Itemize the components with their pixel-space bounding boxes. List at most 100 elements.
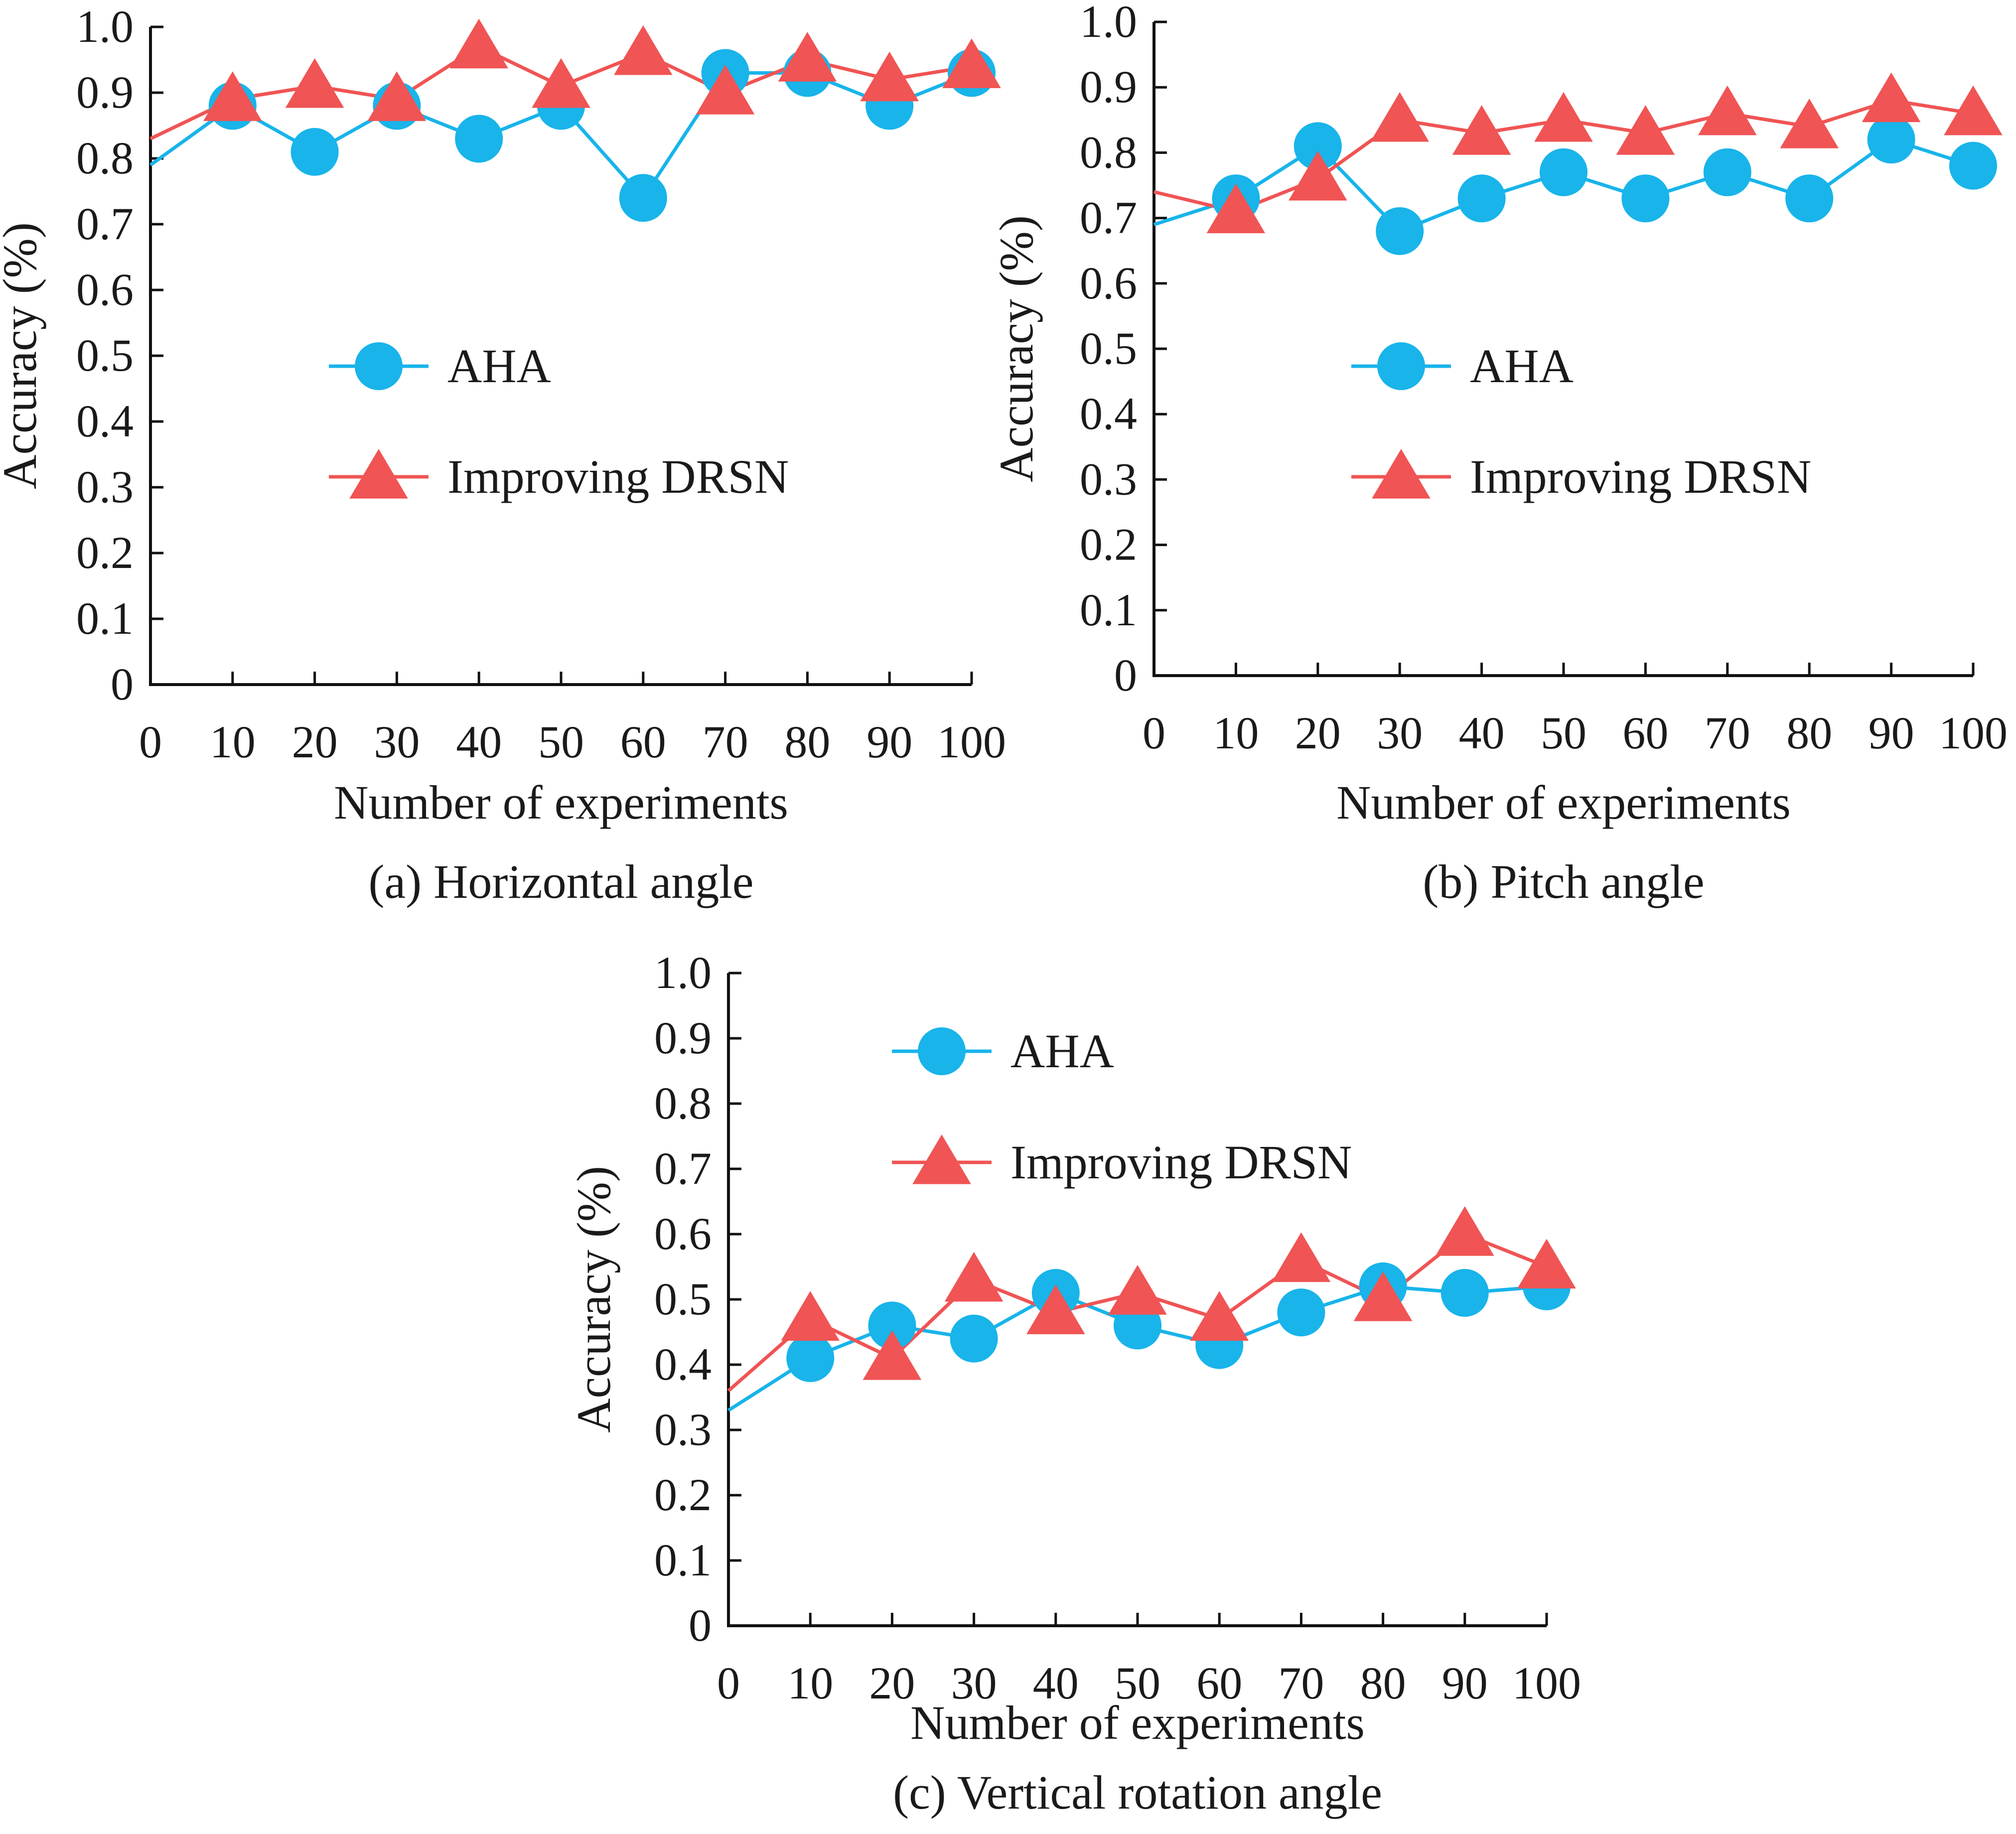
legend-label-improving-drsn: Improving DRSN [447, 450, 789, 503]
x-tick-label: 10 [210, 716, 256, 767]
data-point-aha [619, 174, 667, 222]
data-point-improving-drsn [1517, 1239, 1576, 1289]
x-tick-label: 60 [1196, 1658, 1242, 1708]
x-tick-label: 50 [1115, 1658, 1160, 1708]
data-point-aha [455, 115, 503, 163]
data-point-improving-drsn [942, 38, 1001, 88]
legend-item-improving-drsn: Improving DRSN [892, 1134, 1352, 1189]
x-tick-label: 50 [1541, 707, 1586, 758]
x-tick-label: 70 [1278, 1658, 1324, 1708]
data-point-improving-drsn [863, 1330, 922, 1380]
y-tick-label: 0.9 [1080, 61, 1137, 112]
y-tick-label: 0.2 [654, 1469, 712, 1520]
y-tick-label: 0.9 [654, 1012, 712, 1063]
data-point-aha [1376, 207, 1424, 255]
legend: AHA Improving DRSN [892, 1024, 1352, 1189]
x-tick-label: 10 [1213, 707, 1259, 758]
legend: AHA Improving DRSN [329, 339, 789, 503]
y-axis-label: Accuracy (%) [567, 1166, 620, 1433]
series-layer [727, 1206, 1576, 1412]
data-point-improving-drsn [532, 58, 590, 108]
data-point-improving-drsn [614, 25, 673, 75]
legend-marker-improving-drsn [1372, 449, 1431, 499]
legend-item-aha: AHA [329, 339, 551, 393]
y-tick-label: 0.5 [654, 1273, 712, 1324]
y-tick-label: 0.6 [1080, 258, 1137, 308]
x-tick-label: 90 [866, 716, 912, 767]
legend-label-improving-drsn: Improving DRSN [1470, 450, 1811, 503]
y-tick-label: 0.1 [1080, 584, 1137, 635]
data-point-improving-drsn [1108, 1265, 1167, 1315]
y-tick-label: 0.1 [654, 1535, 712, 1585]
data-point-aha [1457, 174, 1506, 223]
panel-b: 0 0.1 0.2 0.3 0.4 0.5 0.6 0.7 0.8 0.9 1.0 0 10 20 30 40… [990, 0, 2008, 908]
x-tick-label: 90 [1869, 707, 1914, 758]
legend-label-improving-drsn: Improving DRSN [1010, 1135, 1352, 1189]
y-tick-label: 0.2 [76, 527, 134, 578]
legend-item-aha: AHA [1351, 339, 1574, 393]
y-tick-label: 1.0 [654, 947, 712, 998]
y-tick-label: 0.4 [1080, 388, 1137, 439]
data-point-aha [1621, 174, 1670, 223]
legend-marker-improving-drsn [912, 1134, 971, 1184]
data-point-aha [1440, 1269, 1489, 1317]
data-point-improving-drsn [1452, 105, 1511, 155]
panel-caption: (b) Pitch angle [1423, 855, 1704, 908]
y-tick-label: 0.4 [654, 1339, 712, 1390]
data-point-improving-drsn [1436, 1206, 1494, 1256]
data-point-improving-drsn [1534, 92, 1593, 142]
panel-a: 0 0.1 0.2 0.3 0.4 0.5 0.6 0.7 0.8 0.9 1.0 0 10 20 30 40… [0, 1, 1006, 908]
data-point-aha [290, 128, 339, 176]
axes: 0 0.1 0.2 0.3 0.4 0.5 0.6 0.7 0.8 0.9 1.0 0 10 20 30 40… [76, 1, 1006, 767]
data-point-improving-drsn [285, 58, 344, 108]
data-point-improving-drsn [781, 1291, 840, 1341]
x-tick-label: 20 [292, 716, 338, 767]
x-tick-label: 100 [937, 716, 1006, 767]
y-axis-label: Accuracy (%) [0, 222, 46, 489]
axes: 0 0.1 0.2 0.3 0.4 0.5 0.6 0.7 0.8 0.9 1.0 0 10 20 30 40… [1080, 0, 2008, 758]
legend-marker-aha [1377, 342, 1425, 390]
data-point-improving-drsn [1698, 85, 1757, 136]
x-tick-label: 80 [1786, 707, 1832, 758]
axes: 0 0.1 0.2 0.3 0.4 0.5 0.6 0.7 0.8 0.9 1.0 0 10 20 30 40… [654, 947, 1581, 1708]
x-tick-label: 60 [620, 716, 666, 767]
data-point-improving-drsn [1944, 85, 2003, 136]
x-tick-label: 20 [1295, 707, 1341, 758]
legend-marker-improving-drsn [349, 449, 408, 499]
x-tick-label: 80 [1360, 1658, 1406, 1708]
x-tick-label: 40 [1033, 1658, 1079, 1708]
data-point-improving-drsn [1026, 1284, 1085, 1334]
data-point-improving-drsn [944, 1252, 1004, 1302]
x-tick-label: 90 [1442, 1658, 1488, 1708]
x-tick-label: 30 [1377, 707, 1423, 758]
data-point-improving-drsn [860, 51, 919, 102]
data-point-aha [868, 1301, 916, 1350]
x-tick-label: 20 [869, 1658, 915, 1708]
x-tick-label: 80 [784, 716, 830, 767]
y-tick-label: 0.1 [76, 593, 134, 644]
y-tick-label: 0.2 [1080, 519, 1137, 570]
data-point-improving-drsn [778, 32, 837, 82]
y-axis-label: Accuracy (%) [990, 215, 1043, 482]
data-point-improving-drsn [367, 71, 427, 121]
x-tick-label: 60 [1622, 707, 1668, 758]
legend-marker-aha [355, 342, 403, 390]
x-tick-label: 100 [1939, 707, 2008, 758]
legend-label-aha: AHA [1470, 339, 1574, 393]
x-tick-label: 30 [951, 1658, 997, 1708]
y-tick-label: 1.0 [76, 1, 134, 52]
data-point-aha [1785, 174, 1834, 223]
data-point-aha [1294, 122, 1342, 170]
data-point-improving-drsn [1272, 1232, 1331, 1282]
panel-caption: (c) Vertical rotation angle [893, 1766, 1382, 1819]
legend-item-improving-drsn: Improving DRSN [329, 449, 789, 503]
data-point-aha [1277, 1288, 1325, 1337]
legend-label-aha: AHA [447, 339, 551, 393]
y-tick-label: 1.0 [1080, 0, 1137, 47]
y-tick-label: 0.3 [1080, 453, 1137, 504]
x-tick-label: 40 [1459, 707, 1505, 758]
legend-label-aha: AHA [1010, 1024, 1114, 1078]
y-tick-label: 0.3 [654, 1404, 712, 1455]
legend-marker-aha [918, 1027, 966, 1075]
